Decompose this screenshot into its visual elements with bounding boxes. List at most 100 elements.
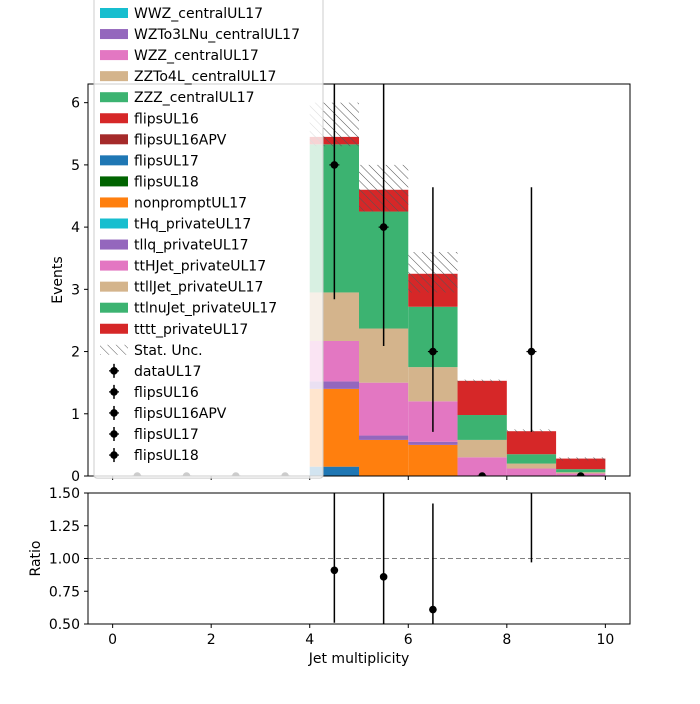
legend-label-10: tHq_privateUL17 (134, 217, 251, 233)
legend-label-2: WZZ_centralUL17 (134, 48, 259, 64)
legend-label-18: flipsUL16 (134, 385, 199, 401)
legend-label-8: flipsUL18 (134, 174, 199, 190)
legend-label-21: flipsUL18 (134, 448, 199, 464)
ratio-point-0 (330, 566, 339, 575)
stat-unc-bin-9 (556, 457, 606, 461)
data-point-6 (429, 347, 437, 356)
ratio-xlabel: Jet multiplicity (308, 651, 410, 667)
main-ytick-label-2: 2 (71, 345, 80, 361)
legend-label-5: flipsUL16 (134, 111, 199, 127)
bar-tllq_privateUL17-bin-5 (359, 435, 409, 440)
legend-label-0: WWZ_centralUL17 (134, 6, 263, 22)
ratio-ylabel: Ratio (28, 541, 44, 577)
legend-label-12: ttHJet_privateUL17 (134, 259, 266, 275)
legend-entry-18: flipsUL16 (109, 384, 199, 401)
ratio-xtick-label-2: 4 (305, 632, 314, 648)
legend-entry-14: ttlnuJet_privateUL17 (100, 301, 277, 317)
legend-entry-17: dataUL17 (109, 363, 201, 380)
legend-entry-13: ttllJet_privateUL17 (100, 280, 263, 296)
legend-swatch-1 (100, 29, 128, 40)
legend-entry-1: WZTo3LNu_centralUL17 (100, 27, 300, 43)
legend-entry-12: ttHJet_privateUL17 (100, 259, 266, 275)
legend-swatch-7 (100, 155, 128, 166)
ratio-xtick-label-3: 6 (404, 632, 413, 648)
legend-marker-21 (110, 451, 118, 459)
legend-entry-11: tllq_privateUL17 (100, 238, 249, 254)
bar-ttlnuJet_privateUL17-bin-9 (556, 469, 606, 473)
legend-label-9: nonpromptUL17 (134, 195, 247, 211)
data-point-7 (478, 472, 486, 476)
bar-flipsUL17-bin-4 (309, 466, 359, 476)
legend-label-14: ttlnuJet_privateUL17 (134, 301, 277, 317)
legend-marker-19 (110, 409, 118, 417)
bar-nonpromptUL17-bin-5 (359, 439, 409, 476)
legend-swatch-13 (100, 281, 128, 292)
main-ytick-label-4: 4 (71, 220, 80, 236)
legend-swatch-3 (100, 71, 128, 82)
legend-entry-21: flipsUL18 (109, 448, 199, 464)
data-point-4 (330, 161, 339, 169)
main-ytick-label-1: 1 (71, 407, 80, 423)
legend-entry-6: flipsUL16APV (100, 132, 227, 148)
bar-ttHJet_privateUL17-bin-8 (506, 468, 557, 476)
legend-label-11: tllq_privateUL17 (134, 238, 249, 254)
legend-swatch-5 (100, 113, 128, 124)
ratio-point-1 (379, 573, 388, 581)
legend-label-16: Stat. Unc. (134, 343, 203, 359)
legend-label-19: flipsUL16APV (134, 406, 227, 422)
legend-hatch-swatch-16 (100, 344, 128, 355)
bar-tttt_privateUL17-bin-9 (556, 458, 606, 470)
main-frame (87, 83, 631, 477)
bar-nonpromptUL17-bin-6 (408, 444, 458, 476)
legend-swatch-8 (100, 176, 128, 187)
data-point-8 (527, 347, 536, 356)
legend-swatch-12 (100, 260, 128, 271)
legend-label-3: ZZTo4L_centralUL17 (134, 69, 276, 85)
legend-swatch-9 (100, 197, 128, 208)
legend-entry-0: WWZ_centralUL17 (100, 6, 263, 22)
legend-entry-8: flipsUL18 (100, 174, 199, 190)
legend-entry-9: nonpromptUL17 (100, 195, 247, 211)
legend-label-7: flipsUL17 (134, 153, 199, 169)
legend-swatch-10 (100, 218, 128, 229)
stat-unc-bin-7 (457, 379, 507, 383)
legend-entry-4: ZZZ_centralUL17 (100, 90, 255, 106)
legend-swatch-15 (100, 323, 128, 334)
legend-swatch-2 (100, 50, 128, 61)
ratio-ytick-label-2: 1.00 (49, 552, 80, 568)
ratio-panel: 0.50 0.75 1.00 1.25 1.50 0 2 4 6 8 10 Ratio Jet mult… (28, 486, 631, 667)
legend-entry-16: Stat. Unc. (100, 343, 203, 359)
ratio-xtick-label-0: 0 (108, 632, 117, 648)
legend-swatch-11 (100, 239, 128, 250)
bar-ttllJet_privateUL17-bin-8 (506, 463, 557, 469)
stack-flipsUL17 (309, 466, 359, 476)
main-ylabel: Events (50, 256, 66, 303)
ratio-ytick-label-0: 0.50 (49, 617, 80, 633)
ratio-ytick-label-4: 1.50 (49, 486, 80, 502)
main-ytick-label-3: 3 (71, 282, 80, 298)
legend-swatch-14 (100, 302, 128, 313)
legend-label-17: dataUL17 (134, 364, 201, 380)
legend-label-13: ttllJet_privateUL17 (134, 280, 263, 296)
bar-tttt_privateUL17-bin-8 (506, 431, 557, 455)
legend-entry-19: flipsUL16APV (109, 405, 227, 422)
main-panel: 0 1 2 3 4 5 6 Events (50, 83, 631, 485)
bar-ttHJet_privateUL17-bin-5 (359, 382, 409, 436)
legend-swatch-6 (100, 134, 128, 145)
ratio-ytick-label-3: 1.25 (49, 519, 80, 535)
legend-label-6: flipsUL16APV (134, 132, 227, 148)
bar-ttllJet_privateUL17-bin-7 (457, 439, 507, 458)
bar-tllq_privateUL17-bin-4 (309, 381, 359, 389)
bar-tllq_privateUL17-bin-6 (408, 441, 458, 445)
ratio-point-2 (429, 605, 437, 614)
legend-swatch-4 (100, 92, 128, 103)
legend-entry-5: flipsUL16 (100, 111, 199, 127)
legend-marker-17 (110, 367, 118, 375)
bar-ttHJet_privateUL17-bin-7 (457, 457, 507, 476)
bar-ttlnuJet_privateUL17-bin-8 (506, 454, 557, 464)
bar-ttlnuJet_privateUL17-bin-7 (457, 415, 507, 440)
legend-box (93, 0, 324, 479)
data-point-9 (576, 472, 585, 476)
legend-label-4: ZZZ_centralUL17 (134, 90, 255, 106)
